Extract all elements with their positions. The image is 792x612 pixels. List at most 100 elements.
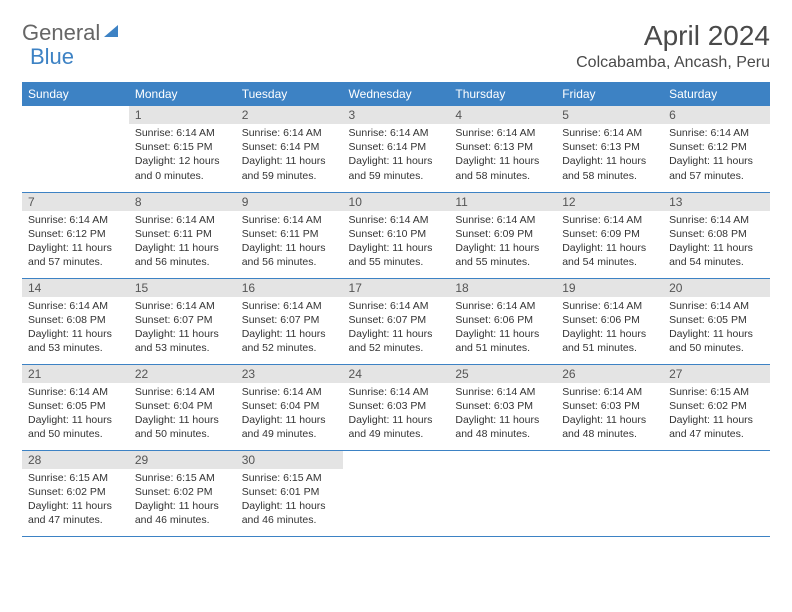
cell-body: Sunrise: 6:14 AMSunset: 6:14 PMDaylight:… [343,124,450,187]
day-number [663,451,770,469]
sunrise-text: Sunrise: 6:14 AM [135,126,230,140]
cell-body: Sunrise: 6:14 AMSunset: 6:09 PMDaylight:… [449,211,556,274]
daylight-text: Daylight: 12 hours and 0 minutes. [135,154,230,182]
sunset-text: Sunset: 6:10 PM [349,227,444,241]
day-number: 23 [236,365,343,383]
calendar-cell: 4Sunrise: 6:14 AMSunset: 6:13 PMDaylight… [449,106,556,192]
calendar-cell: 25Sunrise: 6:14 AMSunset: 6:03 PMDayligh… [449,364,556,450]
day-number: 18 [449,279,556,297]
daylight-text: Daylight: 11 hours and 59 minutes. [242,154,337,182]
logo-text-general: General [22,20,100,46]
day-number: 17 [343,279,450,297]
sunset-text: Sunset: 6:14 PM [349,140,444,154]
calendar-cell [663,450,770,536]
sunrise-text: Sunrise: 6:14 AM [455,126,550,140]
daylight-text: Daylight: 11 hours and 50 minutes. [28,413,123,441]
sunset-text: Sunset: 6:12 PM [28,227,123,241]
sunset-text: Sunset: 6:08 PM [669,227,764,241]
sunset-text: Sunset: 6:03 PM [562,399,657,413]
cell-body: Sunrise: 6:14 AMSunset: 6:03 PMDaylight:… [343,383,450,446]
sunrise-text: Sunrise: 6:14 AM [135,299,230,313]
sunset-text: Sunset: 6:14 PM [242,140,337,154]
day-number: 4 [449,106,556,124]
calendar-cell: 6Sunrise: 6:14 AMSunset: 6:12 PMDaylight… [663,106,770,192]
calendar-cell [343,450,450,536]
calendar-header-row: Sunday Monday Tuesday Wednesday Thursday… [22,82,770,106]
day-number [556,451,663,469]
day-number: 24 [343,365,450,383]
sunset-text: Sunset: 6:11 PM [135,227,230,241]
calendar-cell [22,106,129,192]
cell-body: Sunrise: 6:14 AMSunset: 6:07 PMDaylight:… [129,297,236,360]
sunrise-text: Sunrise: 6:14 AM [669,126,764,140]
day-number [449,451,556,469]
day-number: 28 [22,451,129,469]
daylight-text: Daylight: 11 hours and 48 minutes. [455,413,550,441]
sunset-text: Sunset: 6:08 PM [28,313,123,327]
day-number: 10 [343,193,450,211]
day-number: 11 [449,193,556,211]
calendar-cell: 30Sunrise: 6:15 AMSunset: 6:01 PMDayligh… [236,450,343,536]
daylight-text: Daylight: 11 hours and 47 minutes. [28,499,123,527]
calendar-cell [449,450,556,536]
day-number: 9 [236,193,343,211]
calendar-week-row: 28Sunrise: 6:15 AMSunset: 6:02 PMDayligh… [22,450,770,536]
sunset-text: Sunset: 6:05 PM [669,313,764,327]
calendar-cell: 16Sunrise: 6:14 AMSunset: 6:07 PMDayligh… [236,278,343,364]
sunset-text: Sunset: 6:02 PM [28,485,123,499]
day-number: 30 [236,451,343,469]
cell-body: Sunrise: 6:14 AMSunset: 6:04 PMDaylight:… [129,383,236,446]
calendar-week-row: 1Sunrise: 6:14 AMSunset: 6:15 PMDaylight… [22,106,770,192]
day-number: 6 [663,106,770,124]
calendar-cell: 21Sunrise: 6:14 AMSunset: 6:05 PMDayligh… [22,364,129,450]
calendar-cell: 28 Sunrise: 6:15 AMSunset: 6:02 PMDayligh… [22,450,129,536]
daylight-text: Daylight: 11 hours and 59 minutes. [349,154,444,182]
cell-body: Sunrise: 6:14 AMSunset: 6:12 PMDaylight:… [663,124,770,187]
daylight-text: Daylight: 11 hours and 55 minutes. [455,241,550,269]
calendar-cell: 22Sunrise: 6:14 AMSunset: 6:04 PMDayligh… [129,364,236,450]
sunrise-text: Sunrise: 6:14 AM [455,299,550,313]
calendar-cell: 9Sunrise: 6:14 AMSunset: 6:11 PMDaylight… [236,192,343,278]
sunrise-text: Sunrise: 6:14 AM [562,385,657,399]
daylight-text: Daylight: 11 hours and 55 minutes. [349,241,444,269]
day-number: 13 [663,193,770,211]
daylight-text: Daylight: 11 hours and 46 minutes. [242,499,337,527]
sunrise-text: Sunrise: 6:14 AM [669,213,764,227]
cell-body: Sunrise: 6:14 AMSunset: 6:08 PMDaylight:… [22,297,129,360]
sunrise-text: Sunrise: 6:14 AM [562,213,657,227]
daylight-text: Daylight: 11 hours and 54 minutes. [669,241,764,269]
sunset-text: Sunset: 6:01 PM [242,485,337,499]
sunrise-text: Sunrise: 6:14 AM [28,385,123,399]
title-block: April 2024 Colcabamba, Ancash, Peru [576,20,770,72]
sunrise-text: Sunrise: 6:14 AM [349,213,444,227]
calendar-cell [556,450,663,536]
cell-body: Sunrise: 6:15 AMSunset: 6:01 PMDaylight:… [236,469,343,532]
day-number: 2 [236,106,343,124]
sunset-text: Sunset: 6:06 PM [562,313,657,327]
sunset-text: Sunset: 6:11 PM [242,227,337,241]
cell-body: Sunrise: 6:14 AMSunset: 6:07 PMDaylight:… [343,297,450,360]
day-number: 16 [236,279,343,297]
weekday-header: Wednesday [343,82,450,106]
calendar-cell: 11Sunrise: 6:14 AMSunset: 6:09 PMDayligh… [449,192,556,278]
sunset-text: Sunset: 6:09 PM [455,227,550,241]
weekday-header: Sunday [22,82,129,106]
sunset-text: Sunset: 6:12 PM [669,140,764,154]
sunset-text: Sunset: 6:15 PM [135,140,230,154]
day-number: 22 [129,365,236,383]
calendar-cell: 26Sunrise: 6:14 AMSunset: 6:03 PMDayligh… [556,364,663,450]
calendar-table: Sunday Monday Tuesday Wednesday Thursday… [22,82,770,537]
day-number: 25 [449,365,556,383]
daylight-text: Daylight: 11 hours and 58 minutes. [455,154,550,182]
cell-body: Sunrise: 6:14 AMSunset: 6:11 PMDaylight:… [129,211,236,274]
sunrise-text: Sunrise: 6:15 AM [135,471,230,485]
cell-body: Sunrise: 6:14 AMSunset: 6:07 PMDaylight:… [236,297,343,360]
sunset-text: Sunset: 6:02 PM [135,485,230,499]
sunset-text: Sunset: 6:03 PM [455,399,550,413]
sunrise-text: Sunrise: 6:15 AM [28,471,123,485]
sunrise-text: Sunrise: 6:15 AM [242,471,337,485]
sunset-text: Sunset: 6:07 PM [242,313,337,327]
daylight-text: Daylight: 11 hours and 51 minutes. [562,327,657,355]
day-number: 5 [556,106,663,124]
cell-body: Sunrise: 6:14 AMSunset: 6:13 PMDaylight:… [449,124,556,187]
